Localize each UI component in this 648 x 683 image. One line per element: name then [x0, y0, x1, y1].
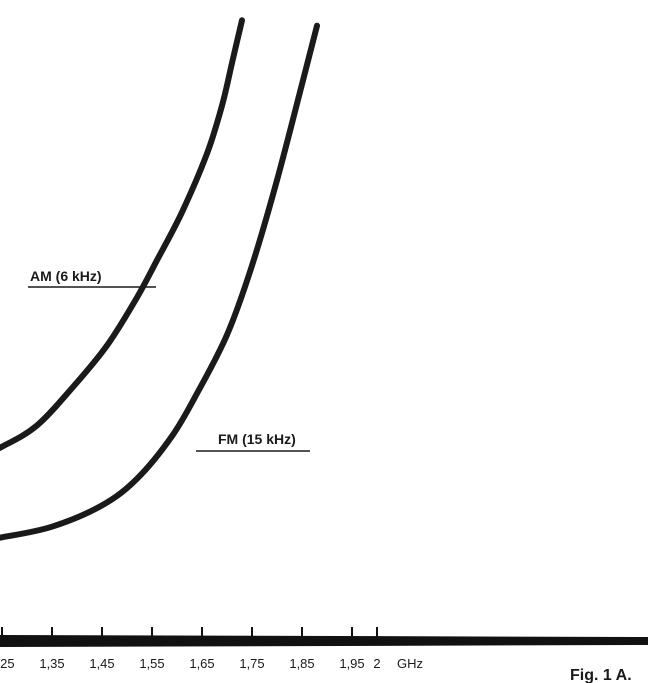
- x-tick-label-2: 1,45: [89, 656, 114, 671]
- x-tick-label-1: 1,35: [39, 656, 64, 671]
- curves-layer: [0, 17, 320, 541]
- x-tick-label-8: 2: [373, 656, 380, 671]
- series-label-0: AM (6 kHz): [30, 268, 102, 284]
- x-axis: 1,25 1,35 1,45 1,55 1,65 1,75 1,85 1,95 2 GHz: [0, 627, 648, 671]
- x-tick-label-5: 1,75: [239, 656, 264, 671]
- series-label-1: FM (15 kHz): [218, 431, 296, 447]
- x-tick-label-6: 1,85: [289, 656, 314, 671]
- x-unit-label: GHz: [397, 656, 423, 671]
- x-tick-label-3: 1,55: [139, 656, 164, 671]
- series-line-1: [0, 22, 320, 541]
- figure-label: Fig. 1 A.: [570, 667, 632, 683]
- labels-layer: AM (6 kHz) FM (15 kHz): [28, 268, 310, 452]
- series-line-0: [0, 17, 245, 452]
- x-tick-label-7: 1,95: [339, 656, 364, 671]
- x-tick-label-4: 1,65: [189, 656, 214, 671]
- x-axis-line: [0, 635, 648, 647]
- x-tick-label-0: 1,25: [0, 656, 15, 671]
